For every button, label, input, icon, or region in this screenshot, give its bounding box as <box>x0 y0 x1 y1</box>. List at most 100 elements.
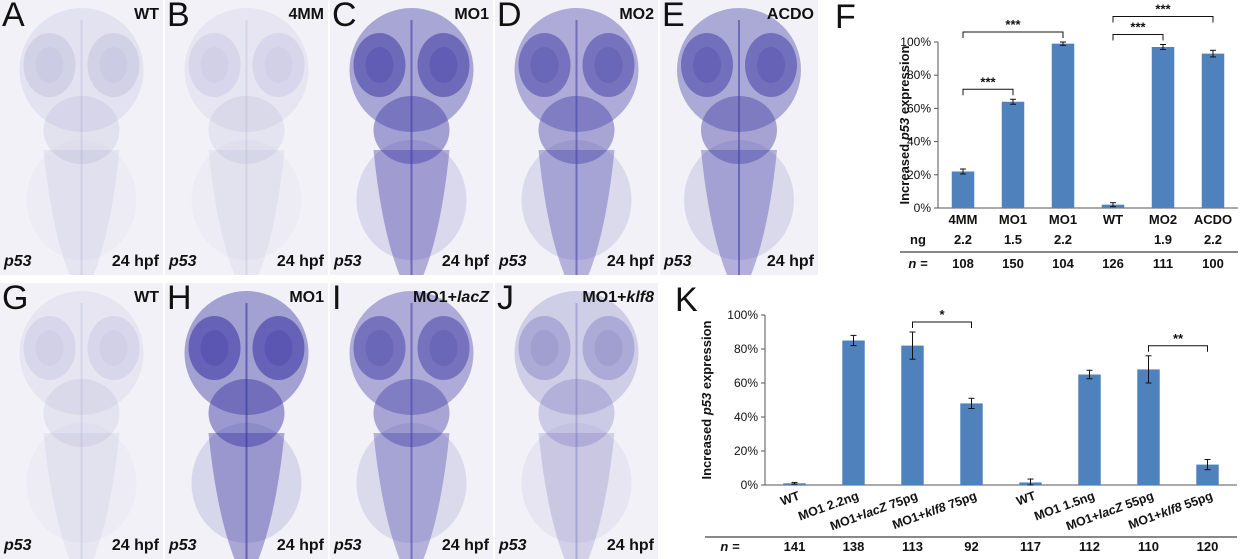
condition-label: MO1 <box>454 6 489 23</box>
ng-value: 2.2 <box>954 232 972 247</box>
x-tick-label: WT <box>1103 212 1123 227</box>
x-tick-label-part: klf8 <box>923 500 948 521</box>
stage-label: 24 hpf <box>766 253 814 270</box>
panel-label: K <box>675 283 698 319</box>
stage-label: 24 hpf <box>441 253 489 270</box>
micrograph-panel-j: J MO1+klf8 p53 24 hpf <box>495 283 658 559</box>
stage-label: 24 hpf <box>441 537 489 554</box>
significance-bracket <box>1112 33 1164 41</box>
x-tick-label: WT <box>778 489 801 509</box>
bar <box>842 340 865 485</box>
condition-label: WT <box>134 289 159 306</box>
condition-label: MO1 <box>289 289 324 306</box>
y-tick-label: 40% <box>734 410 758 424</box>
significance-label: *** <box>980 74 996 89</box>
bar <box>1001 101 1025 208</box>
n-value: 92 <box>964 539 978 554</box>
panel-label: H <box>167 283 192 317</box>
condition-label: MO1+klf8 <box>582 289 654 307</box>
n-value: 108 <box>952 256 974 271</box>
chart-svg: 0%20%40%60%80%100%Increased p53 expressi… <box>897 1 1238 271</box>
x-tick-label-part: MO1+ <box>1126 507 1163 532</box>
n-value: 138 <box>843 539 865 554</box>
condition-gene: klf8 <box>626 289 654 306</box>
n-value: 100 <box>1202 256 1224 271</box>
y-axis-label-part: expression <box>699 320 714 392</box>
x-tick-label-part: klf8 <box>1159 500 1184 521</box>
significance-label: ** <box>1173 331 1184 346</box>
n-label: n = <box>720 539 740 554</box>
micrograph-panel-h: H MO1 p53 24 hpf <box>165 283 328 559</box>
x-tick-label-part: MO1+ <box>828 508 865 533</box>
stage-label: 24 hpf <box>111 253 159 270</box>
bar <box>1196 464 1219 485</box>
x-tick-label-part: MO1+ <box>890 507 927 532</box>
n-value: 141 <box>784 539 806 554</box>
y-tick-label: 0% <box>914 201 932 215</box>
y-axis-label-part: Increased <box>699 415 714 479</box>
embryo-image <box>330 283 493 559</box>
gene-label: p53 <box>499 537 527 554</box>
ng-value: 2.2 <box>1054 232 1072 247</box>
bar <box>960 403 983 485</box>
condition-gene: lacZ <box>456 289 489 306</box>
chart-panel-f: 0% 20% 40% 60% 80% 100% Increased p53 expressi… <box>825 0 1244 275</box>
y-tick-label: 60% <box>734 376 758 390</box>
n-label: n = <box>908 256 928 271</box>
panel-label: J <box>497 283 514 317</box>
micrograph-panel-a: A WT p53 24 hpf <box>0 0 163 275</box>
x-tick-label-part: MO1+ <box>1064 508 1101 533</box>
x-tick-label-part: 75pg <box>943 489 978 513</box>
condition-label: 4MM <box>288 6 324 23</box>
condition-label: MO1+lacZ <box>413 289 489 307</box>
gene-label: p53 <box>169 537 197 554</box>
significance-bracket <box>912 321 972 328</box>
condition-label: ACDO <box>766 6 814 23</box>
condition-prefix: MO1+ <box>582 289 627 306</box>
x-tick-label: MO1 <box>999 212 1027 227</box>
micrograph-panel-b: B 4MM p53 24 hpf <box>165 0 328 275</box>
y-tick-label: 100% <box>727 308 758 322</box>
stage-label: 24 hpf <box>276 253 324 270</box>
y-tick-label: 40% <box>907 135 931 149</box>
gene-label: p53 <box>499 253 527 270</box>
significance-label: * <box>939 307 945 322</box>
chart-svg: 0%20%40%60%80%100%Increased p53 expressi… <box>699 307 1237 554</box>
n-value: 117 <box>1020 539 1041 554</box>
y-axis-label-part: Increased <box>897 140 912 204</box>
embryo-image <box>495 283 658 559</box>
y-tick-label: 20% <box>907 168 931 182</box>
embryo-image <box>330 0 493 275</box>
x-tick-label-part: 55pg <box>1179 489 1214 513</box>
condition-prefix: MO1+ <box>412 289 457 306</box>
n-value: 120 <box>1197 539 1219 554</box>
y-tick-label: 0% <box>741 478 759 492</box>
n-value: 113 <box>902 539 923 554</box>
significance-label: *** <box>1005 17 1021 32</box>
significance-bracket <box>962 31 1064 38</box>
ng-value: 1.5 <box>1004 232 1022 247</box>
gene-label: p53 <box>169 253 197 270</box>
panel-label: D <box>497 0 522 34</box>
bar <box>1151 46 1175 209</box>
micrograph-panel-c: C MO1 p53 24 hpf <box>330 0 493 275</box>
micrograph-panel-g: G WT p53 24 hpf <box>0 283 163 559</box>
panel-label: G <box>2 283 29 317</box>
n-value: 111 <box>1153 256 1173 271</box>
micrograph-panel-e: E ACDO p53 24 hpf <box>660 0 818 275</box>
x-tick-label-part: WT <box>778 489 801 509</box>
embryo-image <box>495 0 658 275</box>
stage-label: 24 hpf <box>606 537 654 554</box>
y-axis-label-part: p53 <box>897 117 912 141</box>
panel-label: E <box>662 0 685 34</box>
bar <box>951 171 975 208</box>
x-tick-label: ACDO <box>1194 212 1232 227</box>
panel-label: B <box>167 0 190 34</box>
y-tick-label: 60% <box>907 101 931 115</box>
stage-label: 24 hpf <box>276 537 324 554</box>
panel-label: I <box>332 283 342 317</box>
n-value: 104 <box>1052 256 1074 271</box>
y-tick-label: 80% <box>907 68 931 82</box>
gene-label: p53 <box>664 253 692 270</box>
y-axis-label-part: expression <box>897 45 912 117</box>
